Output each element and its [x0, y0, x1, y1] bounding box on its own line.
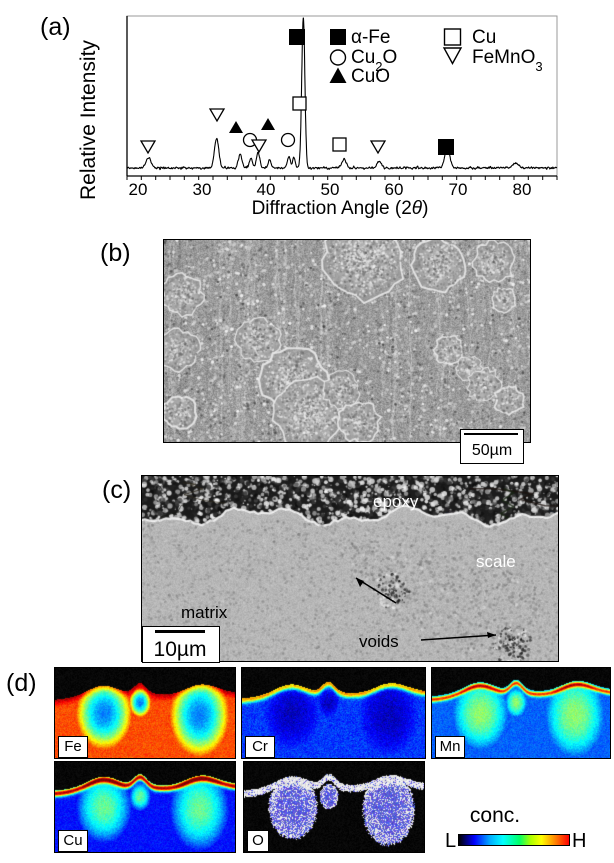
svg-text:60: 60: [385, 180, 404, 199]
svg-text:FeMnO3: FeMnO3: [472, 47, 543, 74]
svg-text:30: 30: [193, 180, 212, 199]
svg-text:70: 70: [449, 180, 468, 199]
svg-text:50: 50: [321, 180, 340, 199]
svg-text:Diffraction Angle (2θ): Diffraction Angle (2θ): [252, 198, 429, 218]
svg-text:80: 80: [513, 180, 532, 199]
svg-text:α-Fe: α-Fe: [351, 27, 390, 48]
svg-text:Cu: Cu: [472, 27, 496, 48]
svg-text:20: 20: [129, 180, 148, 199]
svg-text:40: 40: [257, 180, 276, 199]
svg-text:CuO: CuO: [351, 66, 390, 87]
